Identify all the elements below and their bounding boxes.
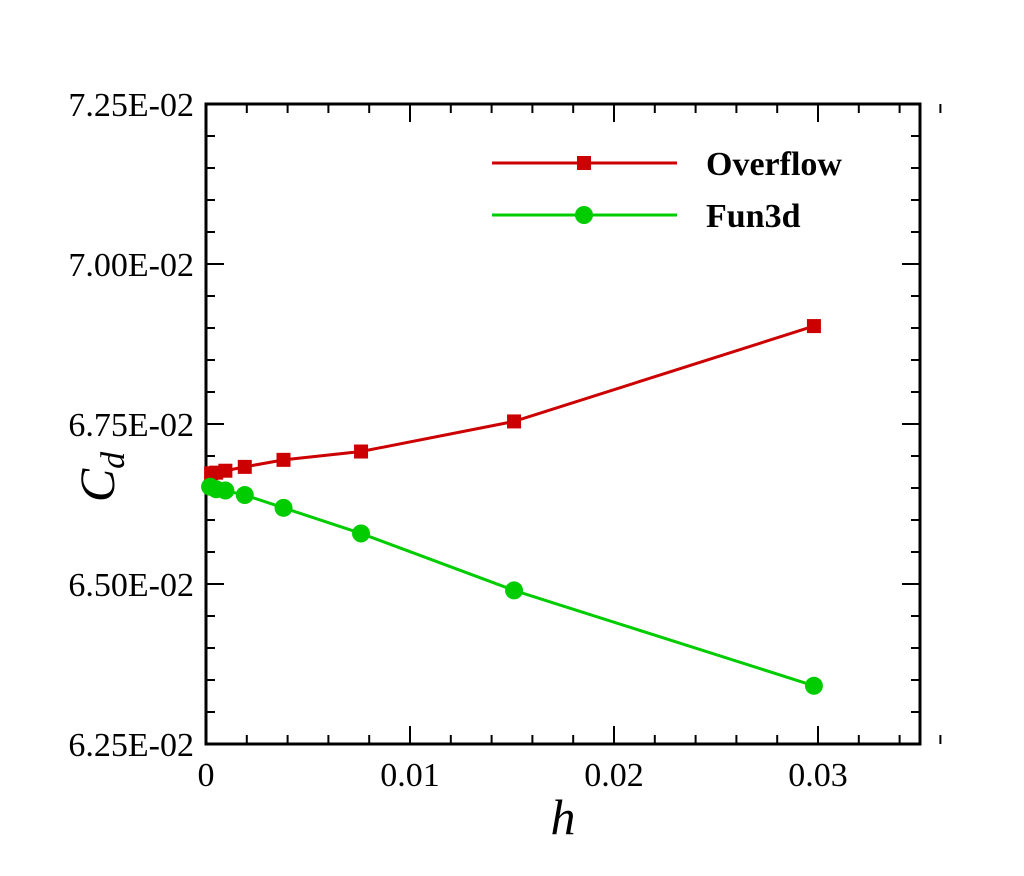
data-point-fun3d bbox=[216, 481, 235, 500]
data-point-overflow bbox=[218, 463, 233, 478]
y-tick-label: 7.00E-02 bbox=[68, 247, 194, 284]
x-tick-label: 0 bbox=[198, 757, 215, 794]
x-tick-label: 0.01 bbox=[380, 757, 440, 794]
data-point-overflow bbox=[276, 452, 291, 467]
x-tick-label: 0.03 bbox=[788, 757, 848, 794]
y-tick-label: 7.25E-02 bbox=[68, 87, 194, 124]
series-overflow bbox=[204, 319, 821, 481]
y-tick-label: 6.75E-02 bbox=[68, 407, 194, 444]
x-tick-label: 0.02 bbox=[584, 757, 644, 794]
data-point-fun3d bbox=[804, 676, 823, 695]
data-point-fun3d bbox=[352, 524, 371, 543]
series-fun3d bbox=[201, 477, 823, 695]
data-point-fun3d bbox=[235, 486, 254, 505]
data-point-overflow bbox=[507, 414, 522, 429]
series-line-overflow bbox=[210, 324, 815, 475]
y-tick-label: 6.25E-02 bbox=[68, 727, 194, 764]
y-tick-label: 6.50E-02 bbox=[68, 567, 194, 604]
svg-text:Cd: Cd bbox=[69, 451, 132, 502]
legend-item-fun3d: Fun3d bbox=[492, 198, 801, 235]
series-layer bbox=[201, 319, 823, 695]
tick-labels: 0 0.01 0.02 0.03 6.25E-02 6.50E-02 6.75E-02 7.0… bbox=[68, 87, 847, 794]
legend-label-fun3d: Fun3d bbox=[706, 198, 801, 235]
legend: Overflow Fun3d bbox=[492, 146, 842, 235]
y-axis-title-main: C bbox=[69, 468, 125, 502]
legend-marker-fun3d bbox=[575, 206, 593, 224]
axis-ticks bbox=[205, 103, 942, 745]
x-axis-title: h bbox=[551, 789, 576, 845]
data-point-fun3d bbox=[274, 498, 293, 517]
legend-item-overflow: Overflow bbox=[492, 146, 842, 183]
plot-frame bbox=[204, 102, 922, 746]
data-point-overflow bbox=[354, 444, 369, 459]
legend-label-overflow: Overflow bbox=[706, 146, 842, 183]
y-axis-title-subscript: d bbox=[95, 451, 132, 469]
data-point-overflow bbox=[237, 459, 252, 474]
data-point-overflow bbox=[806, 319, 821, 334]
legend-marker-overflow bbox=[577, 156, 591, 170]
y-axis-title: Cd bbox=[69, 451, 132, 502]
data-point-fun3d bbox=[505, 581, 524, 600]
